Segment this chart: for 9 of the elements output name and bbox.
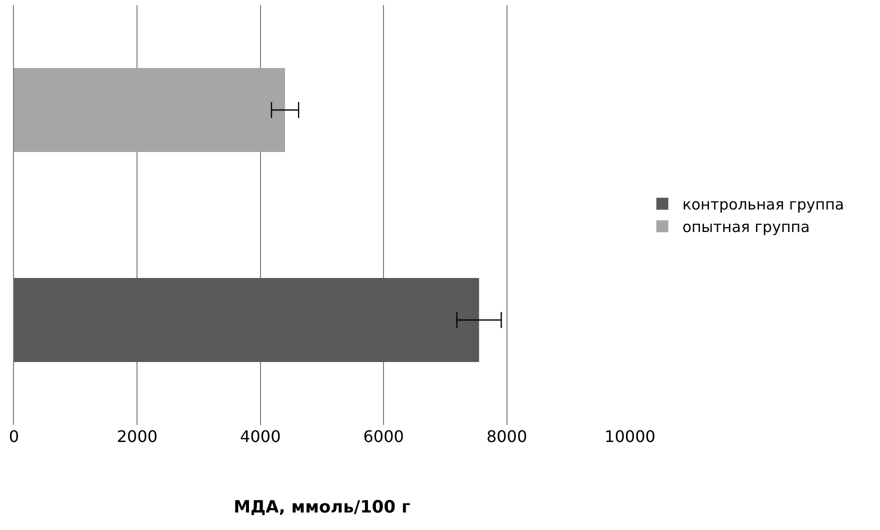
x-axis-title: МДА, ммоль/100 г — [234, 497, 410, 518]
x-tick-label: 0 — [8, 427, 20, 446]
x-tick-label: 2000 — [116, 427, 158, 446]
x-tick-label: 10000 — [604, 427, 656, 446]
x-tick-label: 8000 — [486, 427, 528, 446]
x-tick-label: 6000 — [363, 427, 404, 446]
legend-label: контрольная группа — [682, 196, 844, 214]
legend-label: опытная группа — [682, 218, 810, 236]
x-tick-label: 4000 — [240, 427, 281, 446]
